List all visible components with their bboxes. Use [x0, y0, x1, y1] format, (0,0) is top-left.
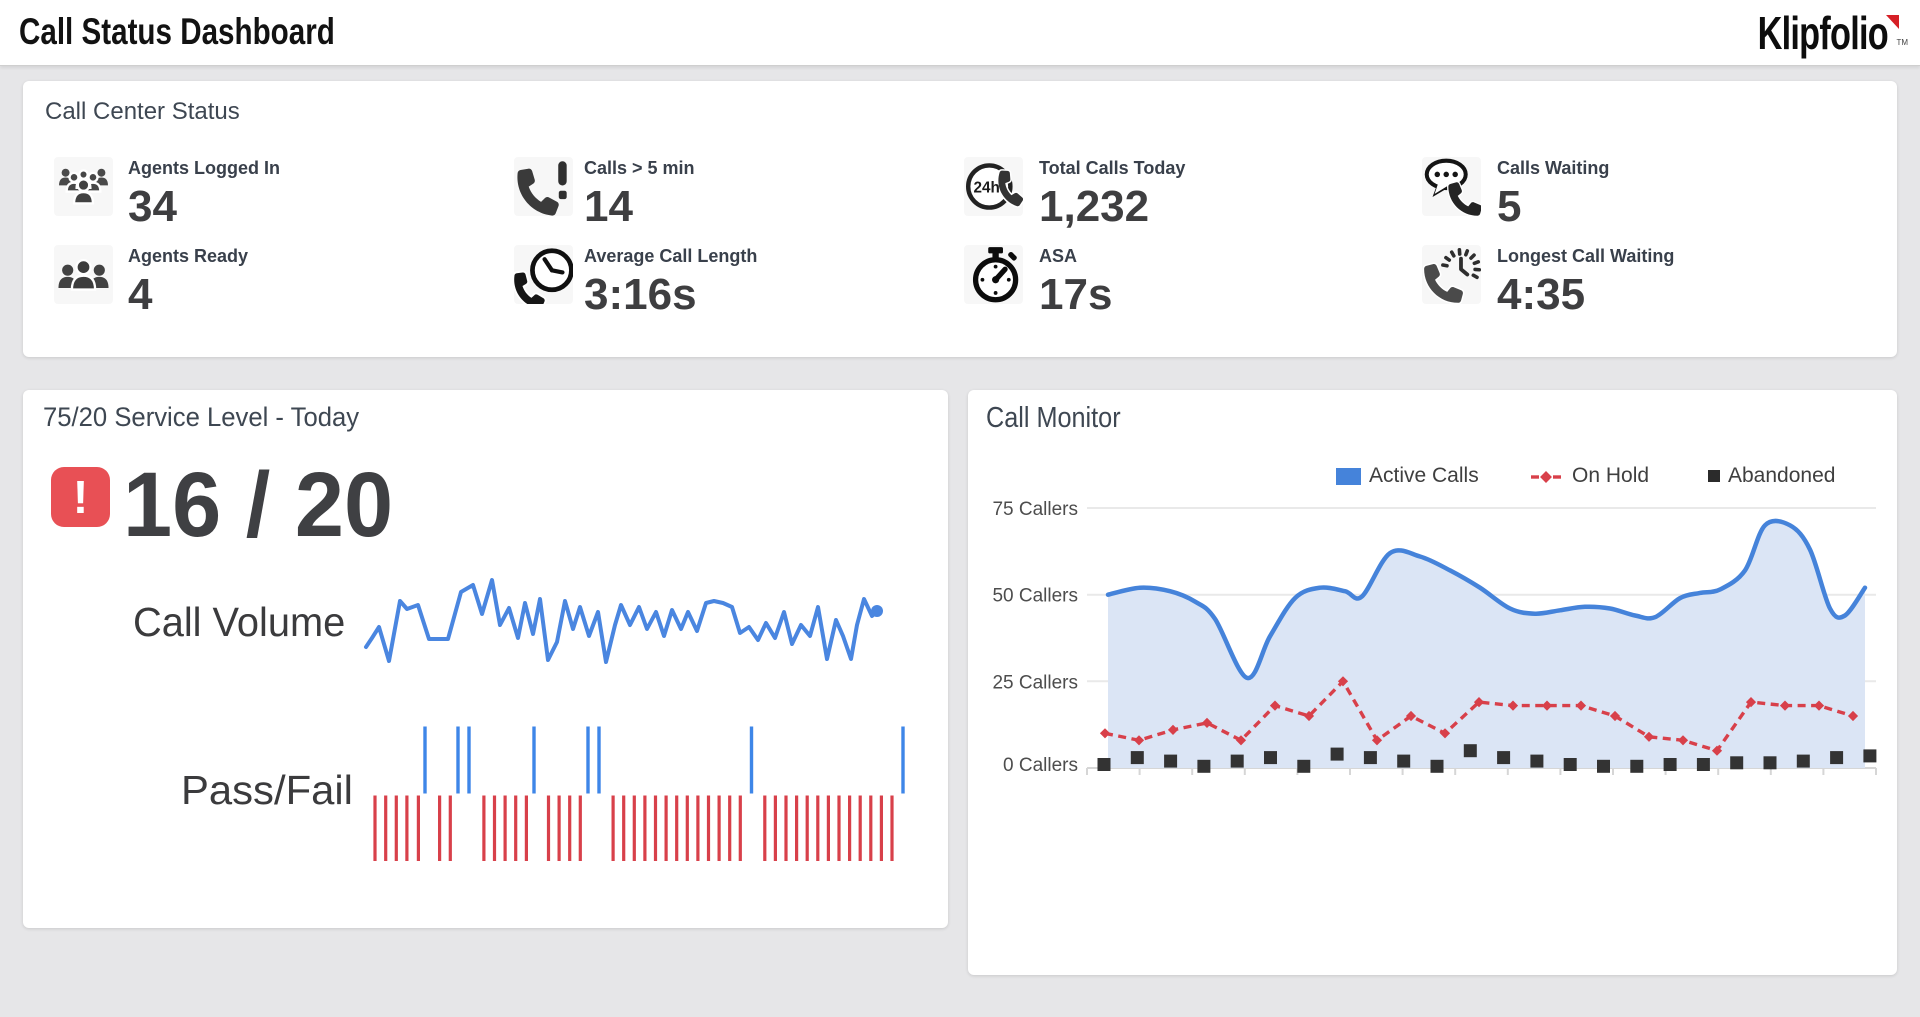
svg-text:0 Callers: 0 Callers [1003, 755, 1078, 776]
svg-text:75 Callers: 75 Callers [992, 499, 1078, 520]
svg-text:24h: 24h [973, 179, 999, 196]
svg-text:25 Callers: 25 Callers [992, 672, 1078, 693]
svg-text:50 Callers: 50 Callers [992, 586, 1078, 607]
